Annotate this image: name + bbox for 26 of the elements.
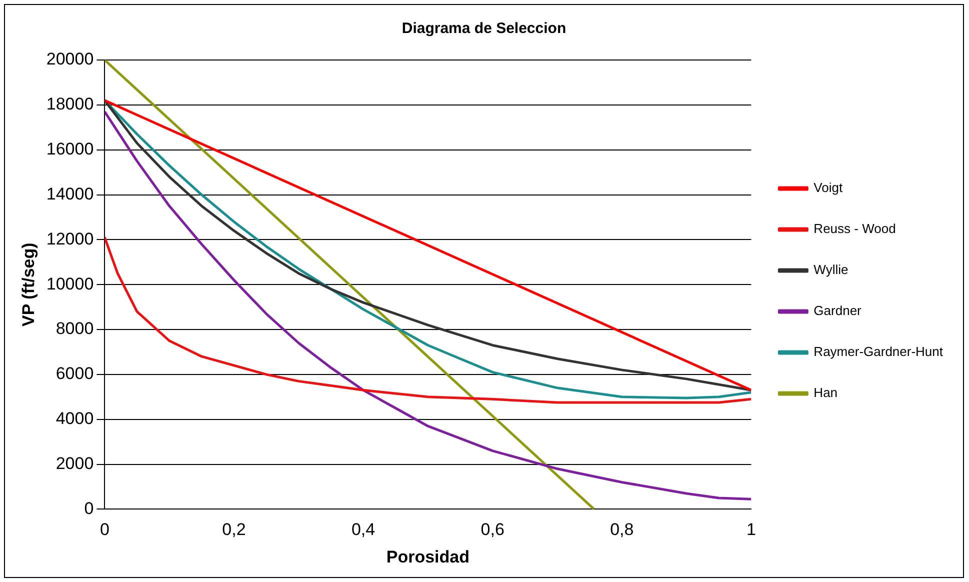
legend-label: Voigt	[814, 180, 843, 196]
legend-label: Wyllie	[814, 262, 848, 278]
x-axis-title: Porosidad	[386, 547, 470, 566]
chart-title: Diagrama de Seleccion	[402, 20, 566, 38]
x-tick-label: 1	[746, 520, 756, 540]
y-tick-label: 16000	[46, 140, 94, 159]
legend-label: Raymer-Gardner-Hunt	[814, 344, 944, 360]
legend-label: Gardner	[814, 303, 862, 318]
legend-label: Han	[814, 385, 838, 400]
legend-label: Reuss - Wood	[814, 221, 896, 236]
y-tick-label: 14000	[46, 184, 94, 204]
y-tick-label: 18000	[46, 94, 94, 114]
x-tick-label: 0,8	[610, 520, 634, 540]
y-tick-label: 12000	[46, 229, 94, 248]
y-tick-label: 10000	[46, 274, 94, 294]
y-tick-label: 6000	[56, 364, 94, 384]
x-tick-label: 0,4	[351, 520, 376, 540]
y-tick-label: 8000	[56, 319, 94, 338]
y-tick-label: 0	[84, 498, 94, 518]
x-tick-label: 0,6	[480, 520, 504, 540]
y-axis-title: VP (ft/seg)	[18, 242, 38, 326]
x-tick-label: 0	[100, 520, 110, 540]
y-tick-label: 2000	[56, 454, 94, 473]
y-tick-label: 20000	[46, 50, 94, 69]
x-tick-label: 0,2	[222, 520, 246, 540]
y-tick-label: 4000	[56, 409, 94, 428]
